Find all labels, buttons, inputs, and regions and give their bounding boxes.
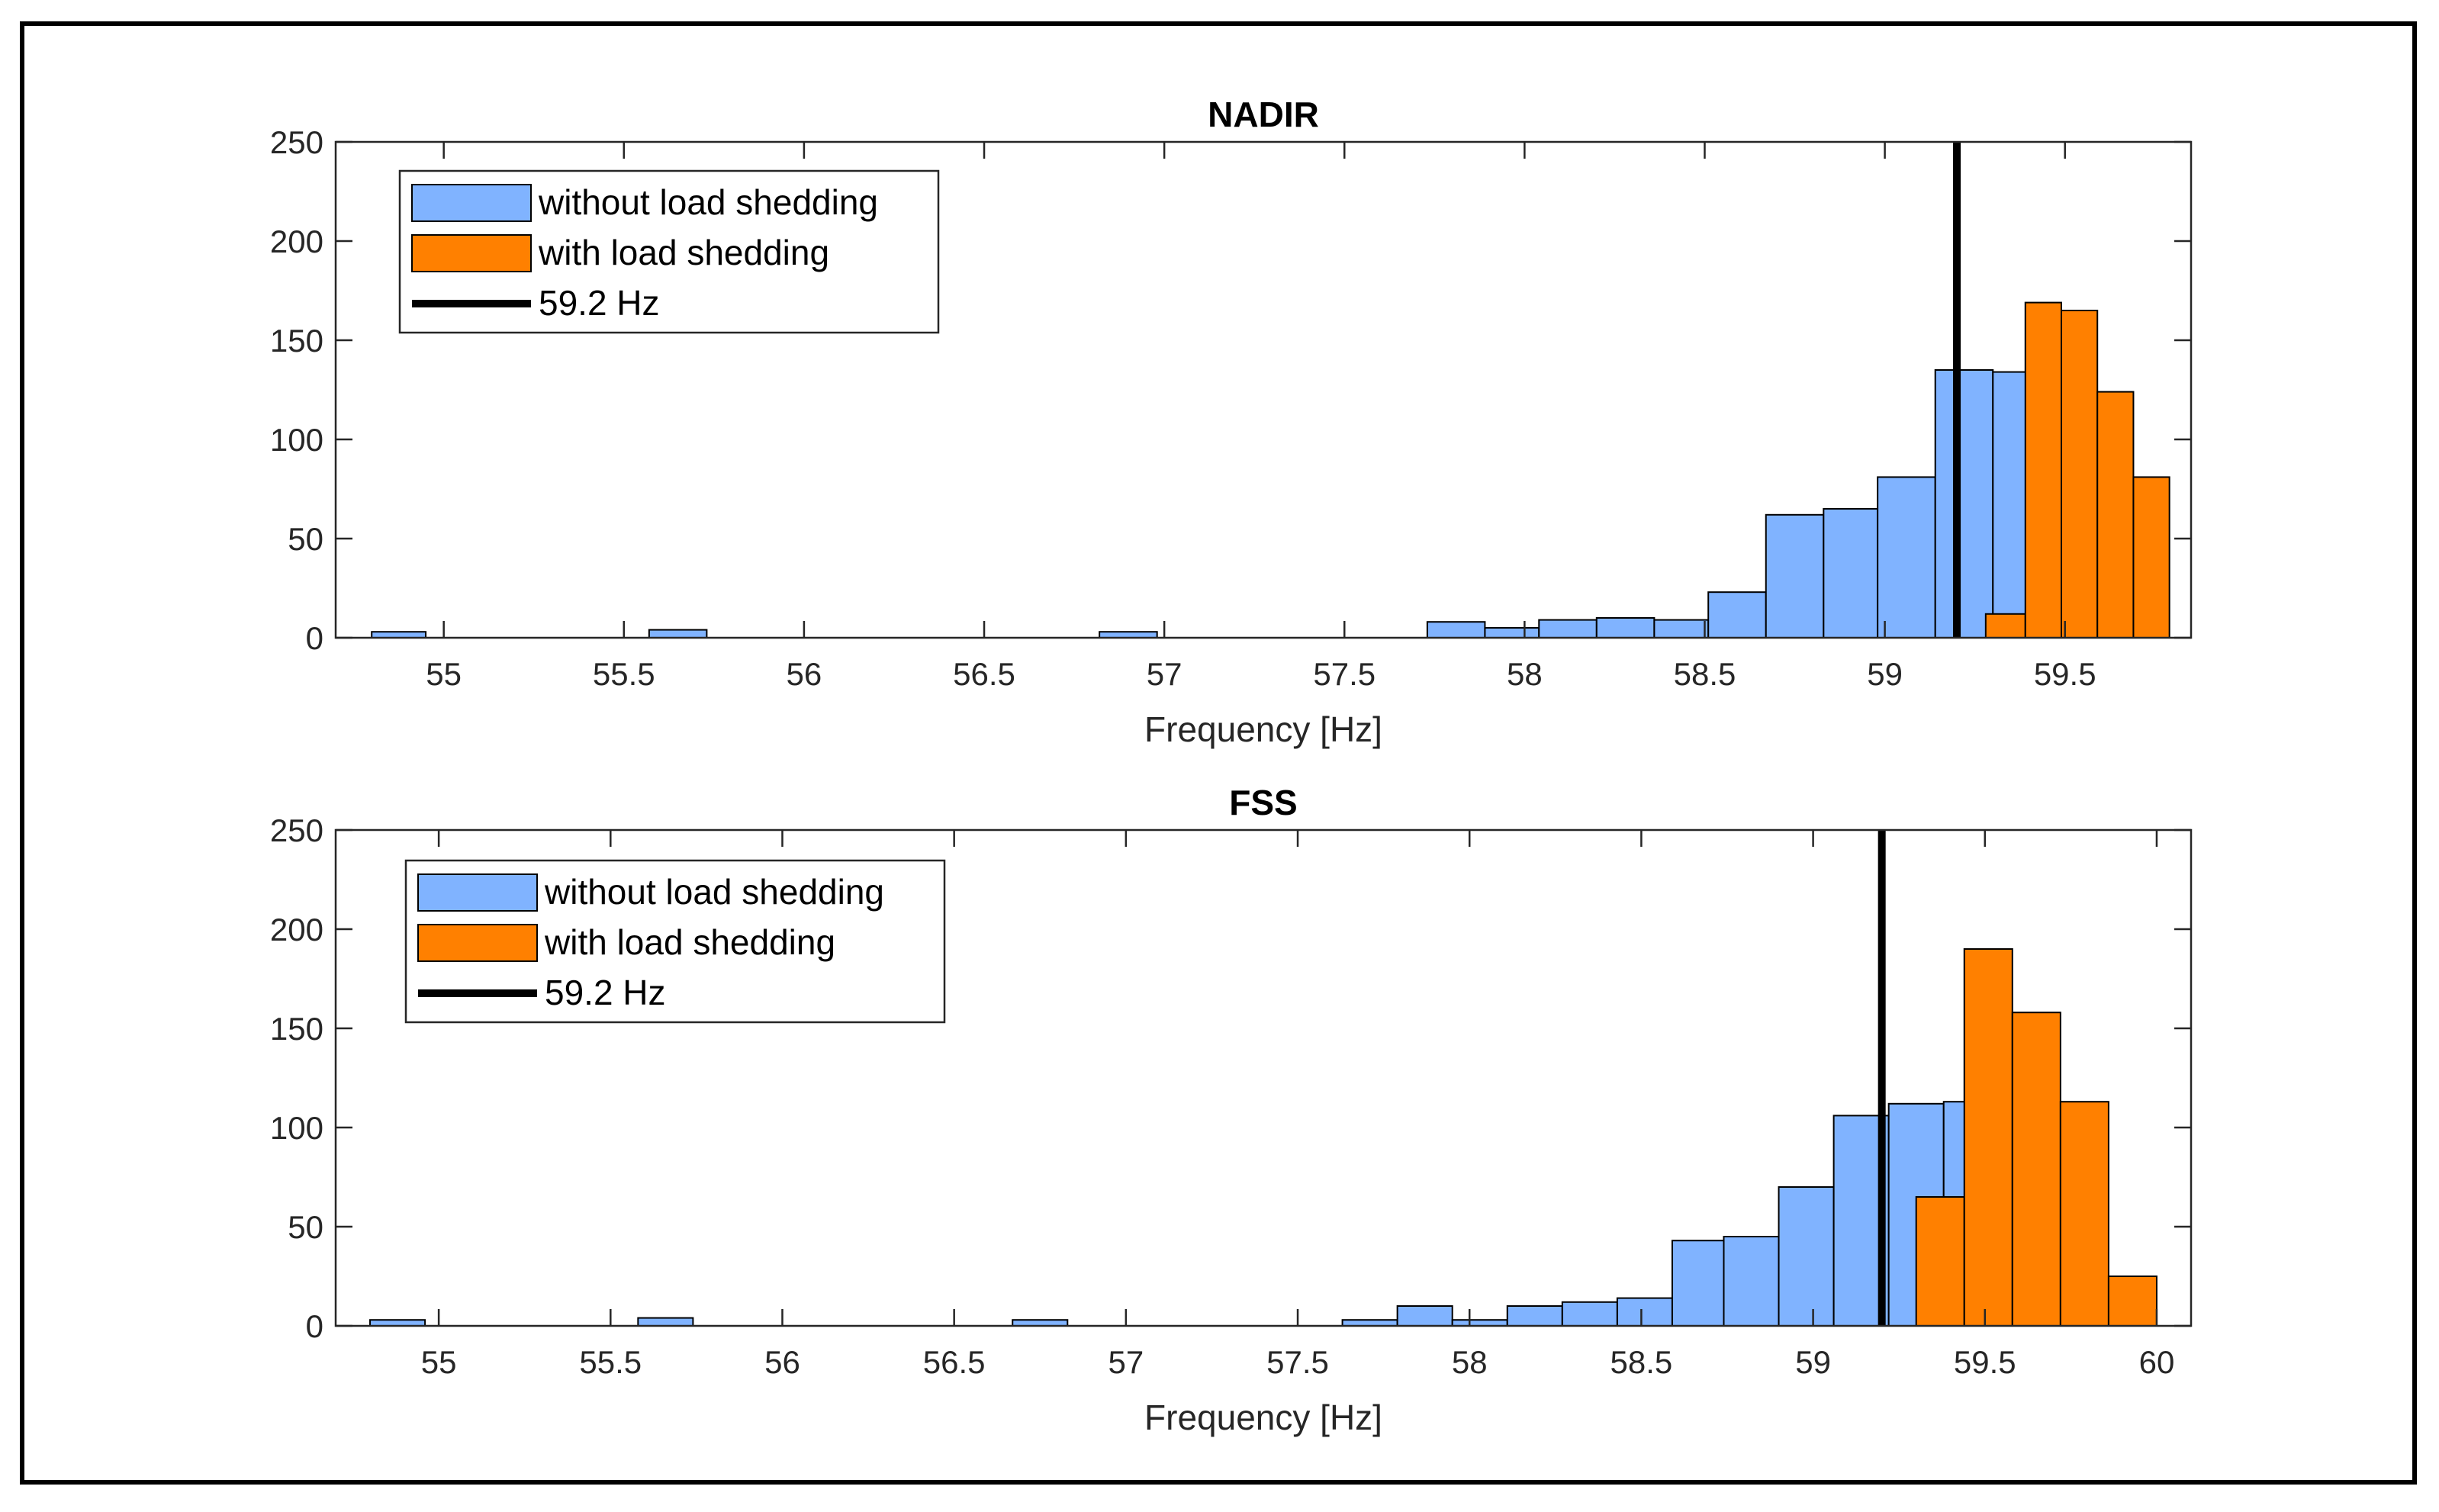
x-tick-label: 55.5: [593, 656, 655, 692]
bar-with-load-shedding-4: [2107, 1276, 2157, 1327]
bar-with-load-shedding-2: [2060, 310, 2099, 639]
y-tick-label: 100: [270, 422, 323, 458]
bar-with-load-shedding-0: [1984, 613, 2026, 639]
bar-without-load-shedding-10: [1823, 508, 1879, 639]
chart-title: NADIR: [1208, 95, 1319, 134]
x-tick-label: 58: [1507, 656, 1543, 692]
x-tick-label: 59.5: [1954, 1344, 2016, 1380]
legend-label-threshold: 59.2 Hz: [545, 973, 666, 1012]
x-tick-label: 57.5: [1266, 1344, 1329, 1380]
y-tick-label: 50: [288, 1209, 323, 1245]
chart-title: FSS: [1229, 783, 1297, 822]
y-tick-label: 150: [270, 323, 323, 359]
x-tick-label: 59: [1795, 1344, 1831, 1380]
x-tick-label: 59.5: [2034, 656, 2096, 692]
nadir-histogram-panel: 55 55.5 56 56.5 57 57.5 58 58.5 59 59.5 0 50 100 150 2…: [270, 95, 2193, 749]
x-tick-label: 58.5: [1674, 656, 1736, 692]
histogram-figure: 55 55.5 56 56.5 57 57.5 58 58.5 59 59.5 0 50 100 150 2…: [270, 95, 2193, 1437]
legend-label-without-load-shedding: without load shedding: [538, 182, 878, 222]
x-tick-label: 56.5: [953, 656, 1015, 692]
y-tick-label: 0: [306, 1308, 323, 1344]
bar-with-load-shedding-1: [1963, 948, 2013, 1327]
bar-without-load-shedding-8: [1707, 591, 1767, 639]
bar-with-load-shedding-0: [1915, 1196, 1965, 1327]
y-tick-label: 250: [270, 812, 323, 848]
x-tick-label: 58.5: [1610, 1344, 1673, 1380]
x-axis-label: Frequency [Hz]: [1144, 1398, 1382, 1437]
x-tick-label: 56: [787, 656, 822, 692]
bar-with-load-shedding-3: [2096, 391, 2135, 639]
x-tick-label: 59: [1867, 656, 1903, 692]
bar-without-load-shedding-3: [1426, 621, 1486, 639]
x-tick-label: 60: [2139, 1344, 2175, 1380]
bar-without-load-shedding-4: [1484, 627, 1540, 639]
legend: without load shedding with load shedding 5…: [404, 859, 946, 1024]
bar-without-load-shedding-11: [1778, 1186, 1835, 1327]
bar-without-load-shedding-7: [1653, 619, 1710, 639]
x-tick-label: 57: [1108, 1344, 1144, 1380]
x-axis-label: Frequency [Hz]: [1144, 709, 1382, 749]
legend-label-threshold: 59.2 Hz: [539, 283, 660, 323]
figure-frame: 55 55.5 56 56.5 57 57.5 58 58.5 59 59.5 0 50 100 150 2…: [20, 21, 2417, 1485]
bar-with-load-shedding-1: [2024, 301, 2062, 639]
y-tick-label: 0: [306, 620, 323, 656]
bar-without-load-shedding-1: [648, 629, 708, 639]
bar-without-load-shedding-1: [637, 1317, 694, 1327]
bar-without-load-shedding-11: [1877, 476, 1936, 639]
bar-without-load-shedding-9: [1765, 513, 1825, 639]
y-tick-label: 50: [288, 521, 323, 557]
bar-without-load-shedding-7: [1561, 1301, 1618, 1327]
bar-with-load-shedding-3: [2059, 1101, 2109, 1327]
legend-label-without-load-shedding: without load shedding: [544, 872, 884, 912]
x-tick-label: 56.5: [923, 1344, 986, 1380]
fss-histogram-panel: 55 55.5 56 56.5 57 57.5 58 58.5 59 59.5 60 0 50 100 15…: [270, 783, 2193, 1437]
x-tick-label: 57: [1147, 656, 1182, 692]
x-tick-label: 55.5: [579, 1344, 642, 1380]
bar-without-load-shedding-5: [1538, 619, 1598, 639]
bar-without-load-shedding-9: [1671, 1240, 1725, 1327]
legend: without load shedding with load shedding 5…: [398, 169, 940, 334]
x-tick-label: 58: [1452, 1344, 1488, 1380]
bar-with-load-shedding-2: [2011, 1012, 2061, 1327]
bar-without-load-shedding-8: [1616, 1297, 1673, 1327]
y-tick-label: 150: [270, 1011, 323, 1047]
x-tick-label: 56: [764, 1344, 800, 1380]
bar-without-load-shedding-6: [1506, 1305, 1563, 1327]
bar-without-load-shedding-12: [1934, 369, 1994, 639]
axes-box: [334, 828, 2193, 1327]
legend-swatch-with-load-shedding: [417, 924, 538, 962]
bar-without-load-shedding-10: [1723, 1236, 1780, 1327]
x-tick-label: 57.5: [1313, 656, 1376, 692]
legend-label-with-load-shedding: with load shedding: [538, 233, 829, 272]
y-tick-label: 250: [270, 124, 323, 160]
legend-swatch-without-load-shedding: [417, 873, 538, 912]
axes-box: [334, 140, 2193, 639]
legend-swatch-with-load-shedding: [411, 234, 532, 272]
y-tick-label: 200: [270, 912, 323, 947]
bar-without-load-shedding-6: [1595, 617, 1655, 639]
legend-swatch-without-load-shedding: [411, 184, 532, 222]
legend-label-with-load-shedding: with load shedding: [544, 922, 835, 962]
bar-with-load-shedding-4: [2132, 476, 2170, 639]
x-tick-label: 55: [426, 656, 462, 692]
y-tick-label: 200: [270, 224, 323, 259]
y-tick-label: 100: [270, 1110, 323, 1146]
bar-without-load-shedding-4: [1396, 1305, 1453, 1327]
x-tick-label: 55: [421, 1344, 457, 1380]
